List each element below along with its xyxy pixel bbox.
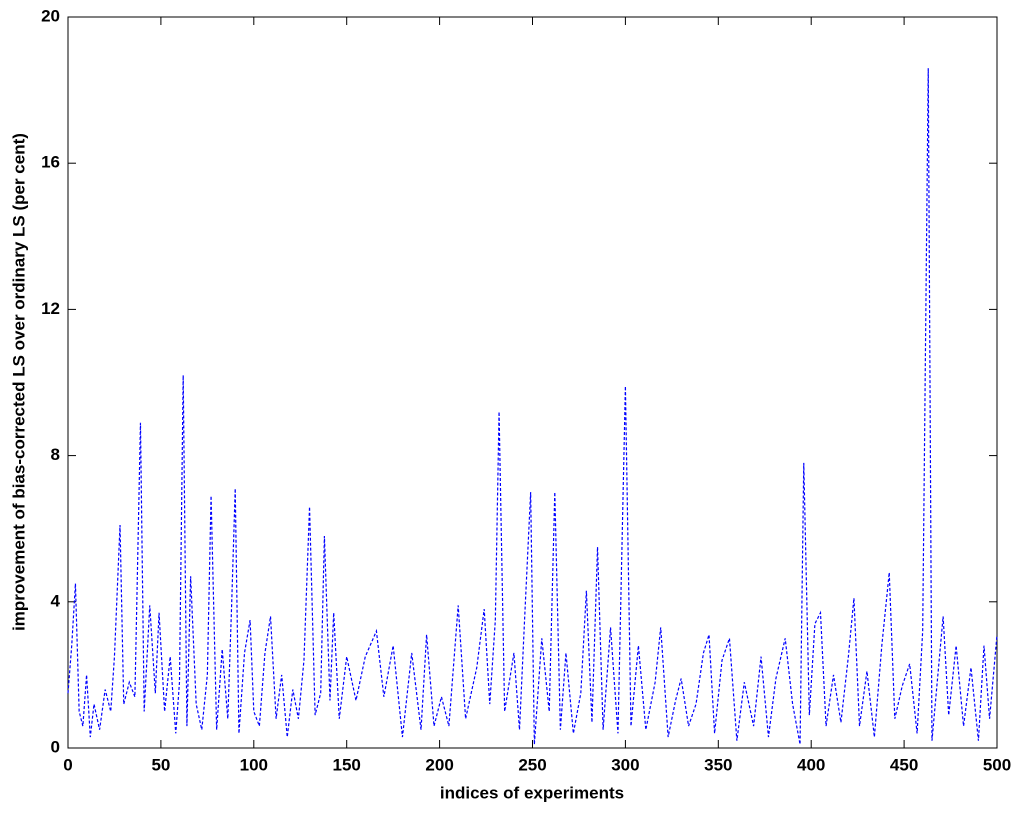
x-tick-label: 150	[333, 755, 361, 774]
x-tick-label: 100	[240, 755, 268, 774]
x-tick-label: 500	[983, 755, 1011, 774]
x-tick-label: 0	[63, 755, 72, 774]
data-line	[67, 68, 998, 745]
y-tick-label: 16	[41, 153, 60, 172]
x-tick-label: 300	[611, 755, 639, 774]
y-axis-label: improvement of bias-corrected LS over or…	[9, 133, 28, 631]
x-tick-label: 350	[704, 755, 732, 774]
y-tick-label: 8	[51, 445, 60, 464]
x-tick-label: 250	[518, 755, 546, 774]
y-tick-label: 0	[51, 737, 60, 756]
y-tick-label: 20	[41, 6, 60, 25]
x-tick-label: 450	[890, 755, 918, 774]
x-tick-label: 50	[151, 755, 170, 774]
y-tick-label: 12	[41, 299, 60, 318]
x-tick-label: 200	[425, 755, 453, 774]
x-tick-label: 400	[797, 755, 825, 774]
plot-frame	[67, 16, 998, 749]
y-tick-label: 4	[51, 591, 61, 610]
x-axis-label: indices of experiments	[440, 783, 624, 802]
